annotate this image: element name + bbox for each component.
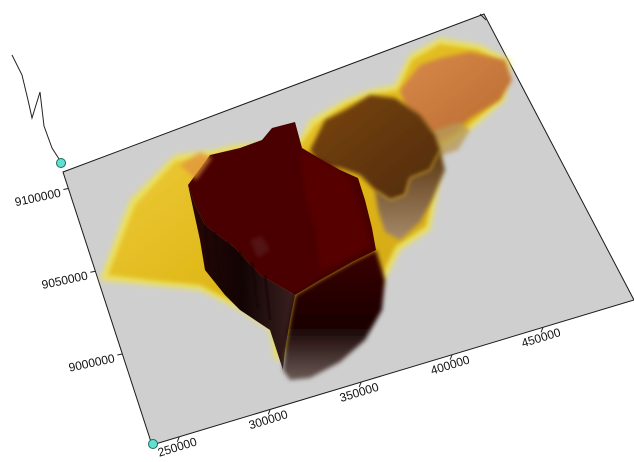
surface-accent-left [180, 152, 212, 180]
surface-brown-side [375, 150, 445, 240]
surface-high-top-shade [300, 150, 370, 270]
x-tick-mark [176, 436, 180, 442]
corner-tick-top-right [479, 13, 487, 21]
y-tick-mark [90, 270, 96, 273]
surface-mid-orange [400, 52, 512, 140]
corner-handle-bottom[interactable] [148, 439, 158, 449]
x-tick-mark [267, 409, 271, 415]
x-tick-mark [358, 381, 362, 388]
y-tick-label: 9100000 [13, 186, 62, 209]
surface-high-side-front [283, 250, 385, 380]
surface-high-highlight [250, 236, 270, 258]
surface-mid-brown [310, 95, 440, 200]
axis-trace-line [11, 54, 62, 163]
corner-handle-top[interactable] [56, 158, 66, 168]
y-tick-label: 9050000 [40, 268, 89, 291]
x-tick-mark [540, 327, 544, 333]
surface-high-side-left [188, 185, 295, 370]
x-tick-mark [449, 354, 453, 360]
y-tick-mark [117, 353, 123, 356]
surface-high-stripes [203, 224, 272, 321]
surface-orange-shadow [430, 122, 470, 156]
y-tick-mark [63, 188, 69, 191]
y-tick-label: 9000000 [67, 351, 116, 374]
